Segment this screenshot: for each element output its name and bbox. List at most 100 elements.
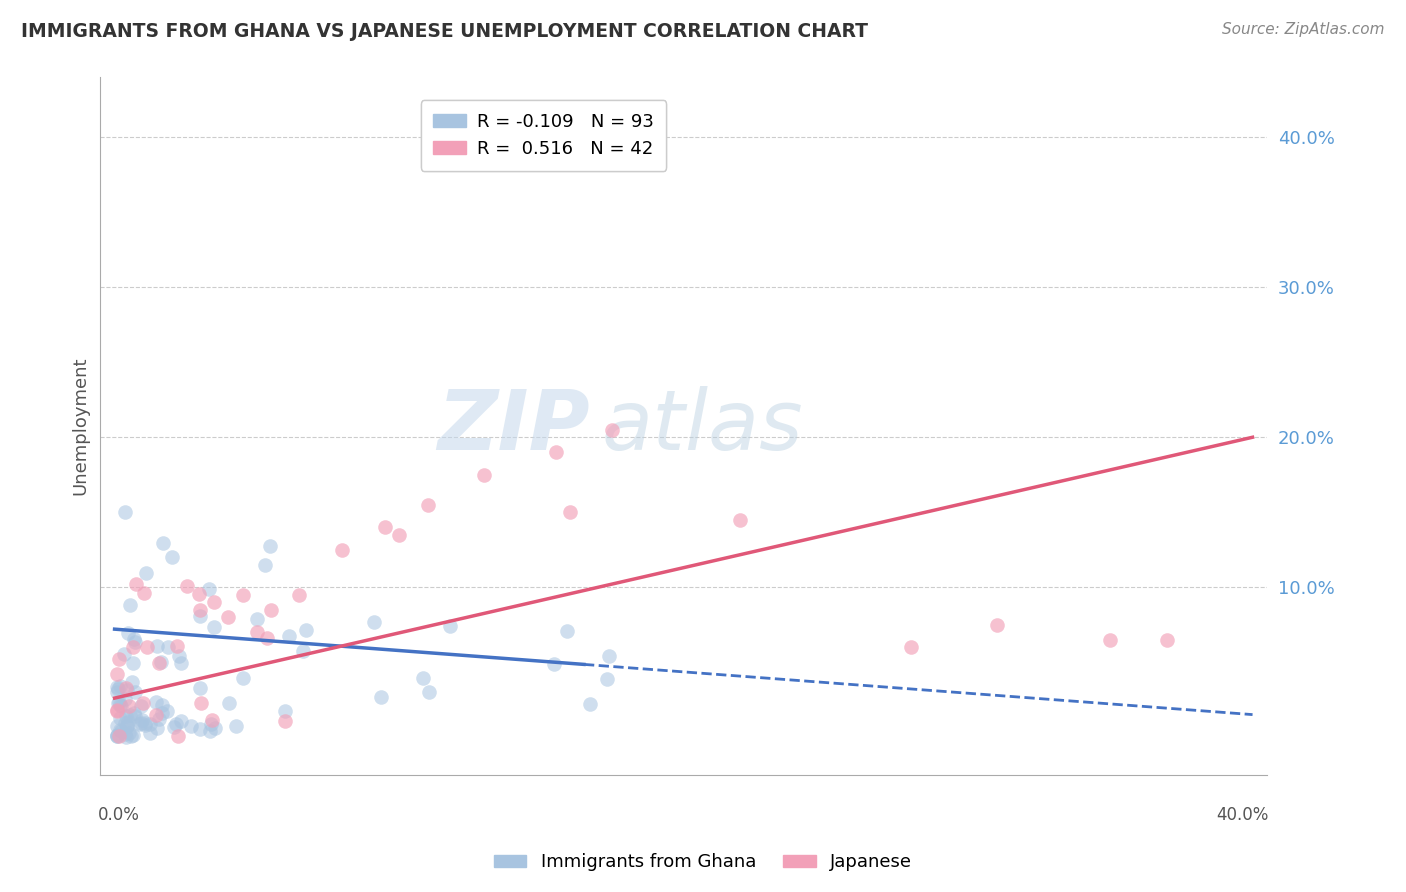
Point [156,640,179,655]
Point [124,684,146,698]
Point [129,699,152,714]
Point [107,729,129,743]
Point [131,714,153,728]
Point [107,704,129,718]
Point [166,640,188,654]
Point [146,639,169,653]
Point [204,721,226,735]
Point [232,588,254,602]
Point [134,718,156,732]
Text: 0.0%: 0.0% [98,806,139,824]
Point [156,704,179,718]
Point [122,656,145,670]
Text: IMMIGRANTS FROM GHANA VS JAPANESE UNEMPLOYMENT CORRELATION CHART: IMMIGRANTS FROM GHANA VS JAPANESE UNEMPL… [21,22,868,41]
Point [107,682,129,697]
Point [107,703,129,717]
Point [180,719,202,733]
Point [374,520,396,534]
Point [190,722,212,736]
Point [107,680,129,694]
Point [152,536,174,550]
Point [165,717,187,731]
Point [294,623,316,637]
Point [363,615,385,629]
Point [253,558,276,572]
Point [167,649,190,664]
Point [598,649,620,664]
Point [170,656,193,670]
Point [555,624,578,639]
Point [115,730,138,744]
Point [218,696,240,710]
Point [115,709,138,723]
Point [117,625,139,640]
Point [135,640,157,654]
Point [288,588,311,602]
Point [148,712,170,726]
Point [138,726,160,740]
Point [167,729,190,743]
Point [330,542,353,557]
Point [412,671,434,685]
Point [124,709,146,723]
Point [1099,632,1122,647]
Point [107,728,129,742]
Point [114,727,136,741]
Point [176,579,198,593]
Point [474,467,496,482]
Text: atlas: atlas [602,385,804,467]
Point [114,691,136,706]
Point [543,657,565,672]
Point [121,674,143,689]
Point [188,681,211,695]
Point [150,706,173,720]
Point [416,498,439,512]
Point [108,652,131,666]
Point [108,679,131,693]
Point [200,724,222,739]
Point [579,697,602,711]
Point [134,716,156,731]
Point [544,445,567,459]
Point [120,599,142,613]
Point [439,619,461,633]
Point [132,697,155,711]
Point [900,640,922,654]
Point [418,684,440,698]
Point [122,632,145,647]
Y-axis label: Unemployment: Unemployment [72,357,89,495]
Point [107,729,129,743]
Point [112,647,135,661]
Point [107,696,129,710]
Point [246,625,269,640]
Point [200,717,222,731]
Text: ZIP: ZIP [437,385,591,467]
Point [146,721,169,735]
Point [188,602,211,616]
Point [125,577,148,591]
Point [108,695,131,709]
Point [145,695,167,709]
Point [148,657,170,671]
Point [122,640,145,655]
Point [160,549,183,564]
Point [117,715,139,730]
Point [198,582,221,597]
Point [217,610,239,624]
Point [115,681,138,695]
Point [170,714,193,728]
Legend: R = -0.109   N = 93, R =  0.516   N = 42: R = -0.109 N = 93, R = 0.516 N = 42 [420,101,666,170]
Point [558,505,581,519]
Point [135,566,157,580]
Point [730,513,752,527]
Point [110,698,132,713]
Point [596,672,619,686]
Point [1156,632,1178,647]
Point [232,671,254,685]
Point [132,586,155,600]
Point [188,609,211,624]
Point [256,631,278,645]
Point [114,505,136,519]
Point [107,729,129,743]
Point [245,612,267,626]
